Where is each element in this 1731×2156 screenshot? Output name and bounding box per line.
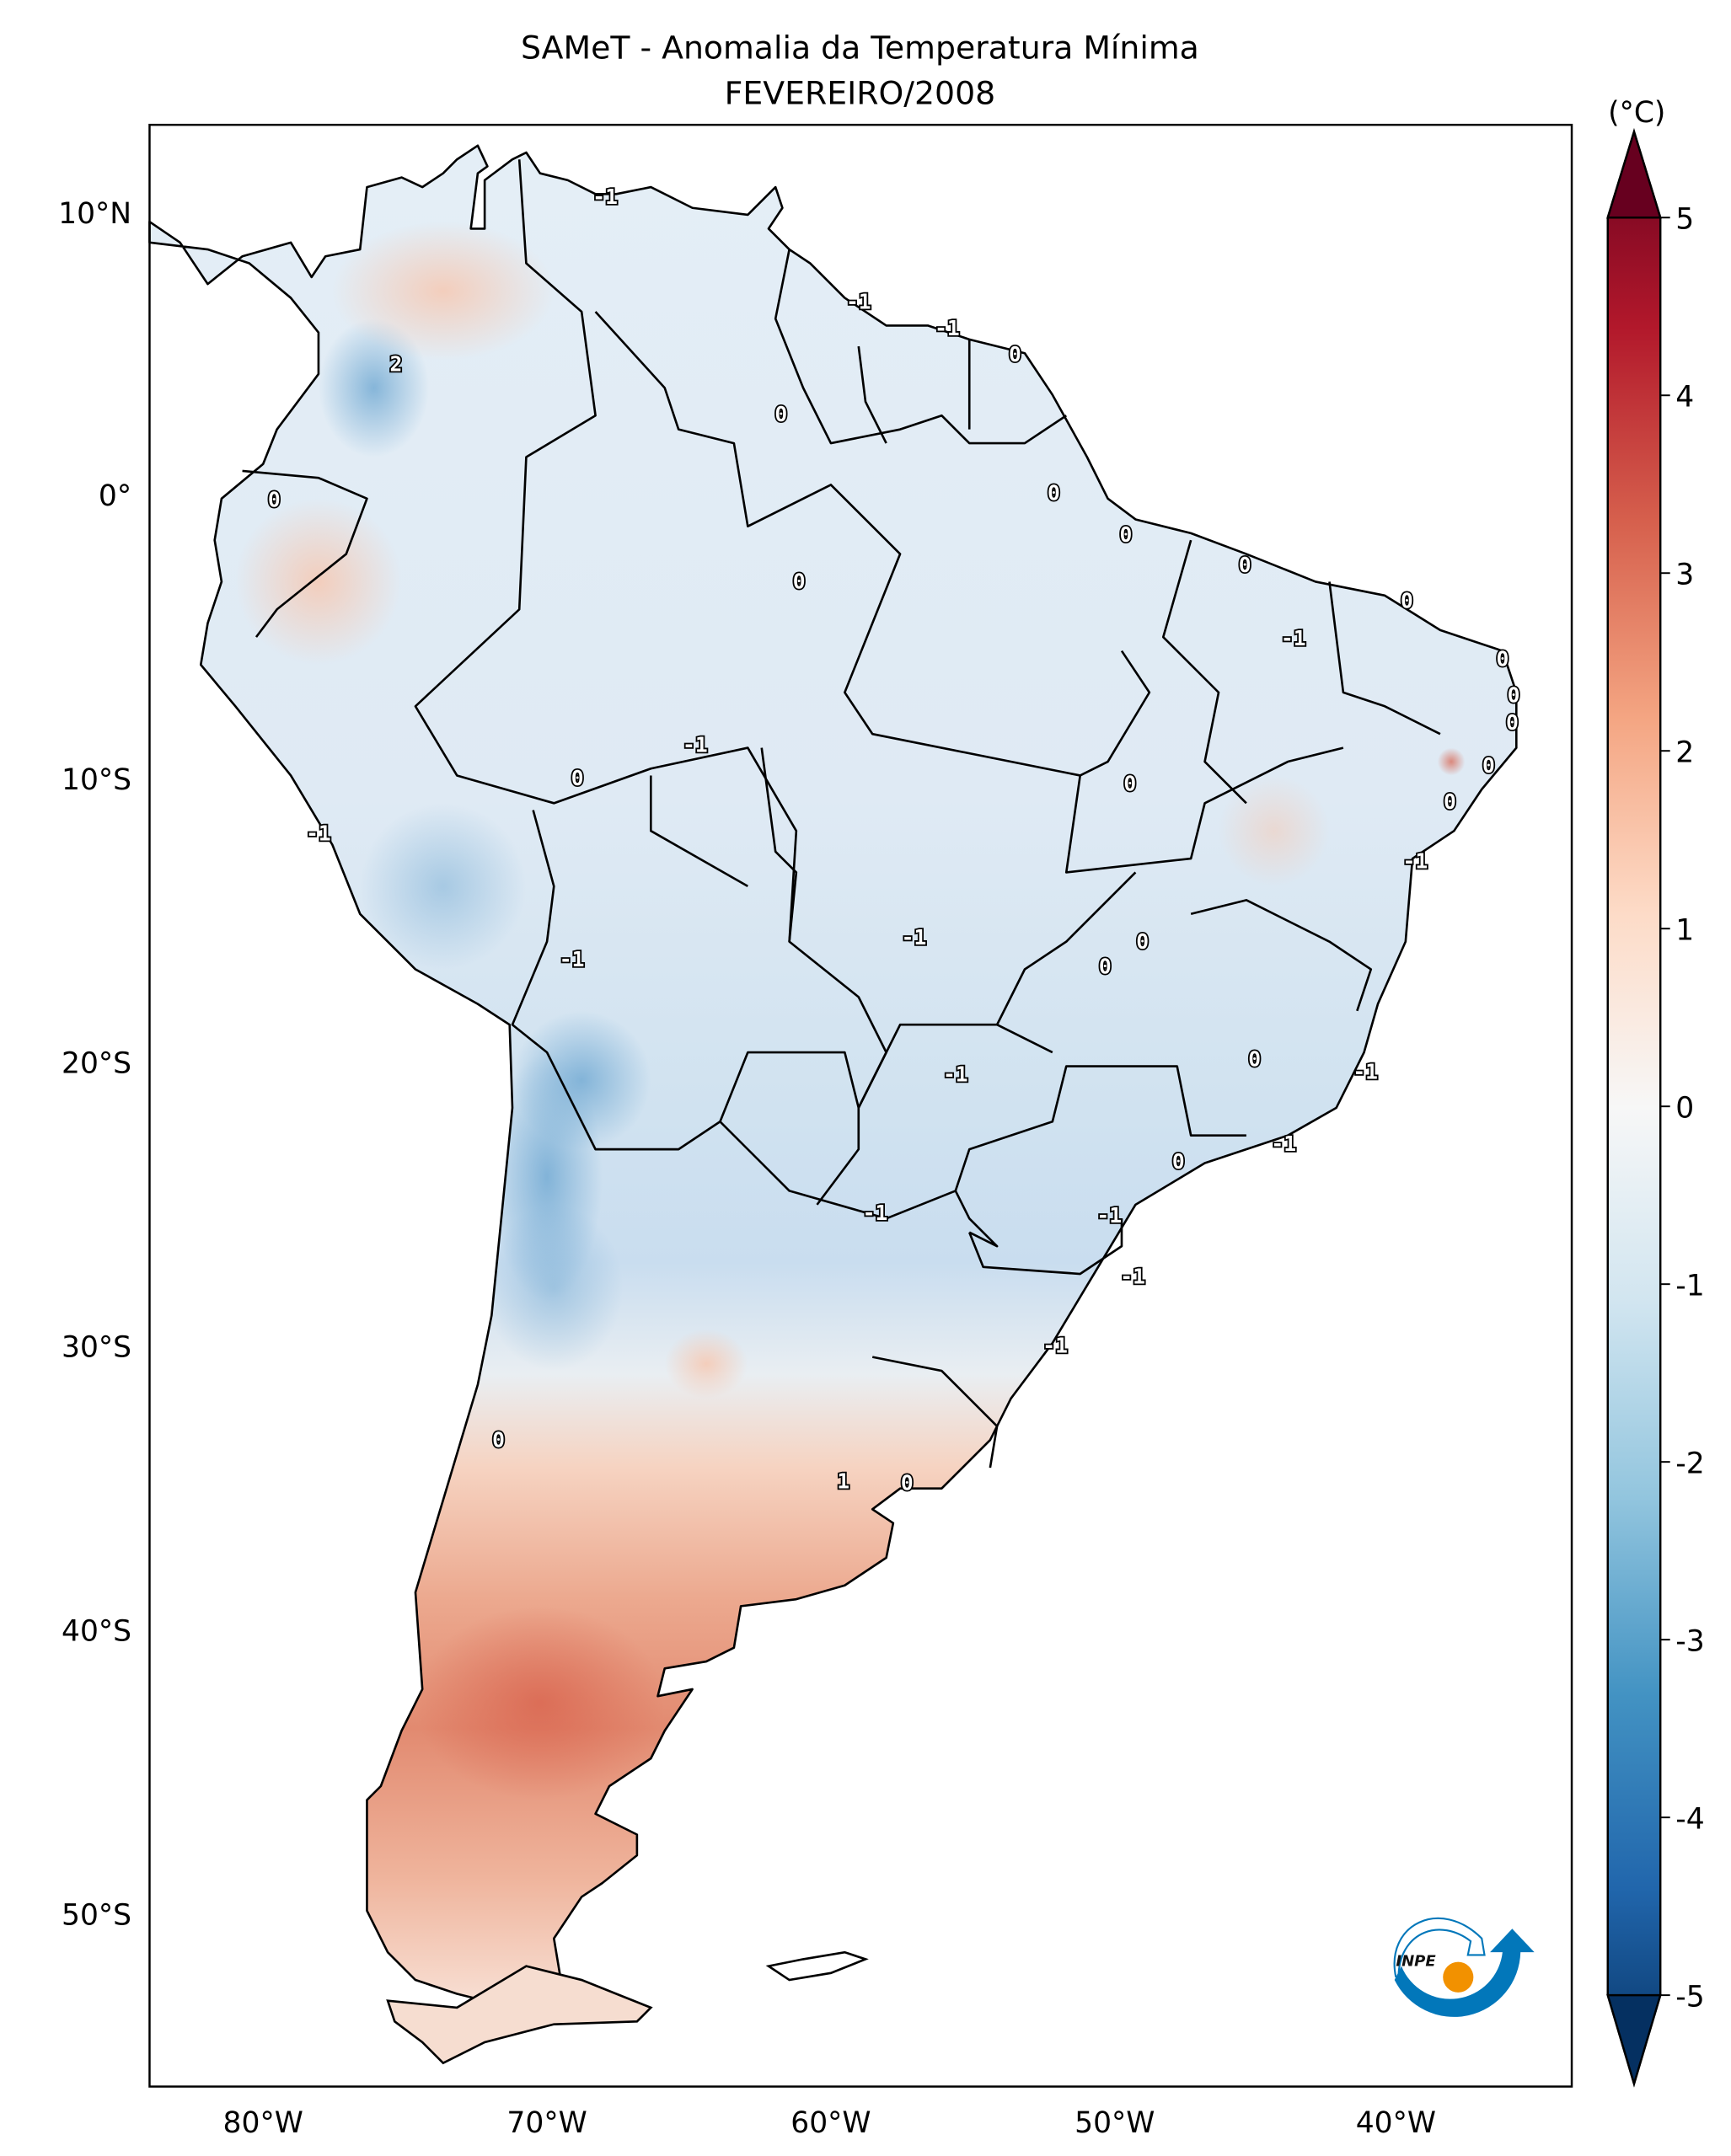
lon-tick-label: 40°W: [1356, 2106, 1436, 2140]
colorbar-tick-label: -2: [1675, 1447, 1704, 1480]
lat-tick-label: 10°S: [62, 763, 131, 797]
contour-label: 0: [1496, 647, 1509, 671]
lat-tick-label: 50°S: [62, 1898, 131, 1932]
contour-label: -1: [902, 925, 927, 950]
contour-label: 2: [390, 352, 403, 377]
contour-label: -1: [935, 316, 960, 340]
contour-label: 0: [1508, 682, 1520, 707]
contour-label: -1: [1353, 1059, 1378, 1083]
south-america-landmass: [148, 144, 1518, 2065]
longitude-axis: 80°W 70°W 60°W 50°W 40°W: [223, 2106, 1436, 2140]
contour-label: -1: [683, 733, 708, 757]
contour-label: 0: [571, 766, 584, 790]
contour-label: -1: [943, 1062, 968, 1087]
lat-tick-label: 30°S: [62, 1331, 131, 1365]
lon-tick-label: 80°W: [223, 2106, 303, 2140]
colorbar-tick-label: -4: [1675, 1802, 1704, 1836]
colorbar-tick-label: 2: [1675, 736, 1694, 769]
contour-label: -1: [1120, 1265, 1145, 1289]
contour-label: -1: [1271, 1131, 1296, 1156]
contour-label: 0: [1239, 553, 1251, 577]
contour-label: 0: [1048, 480, 1060, 505]
lon-tick-label: 70°W: [506, 2106, 587, 2140]
colorbar-tick-label: -1: [1675, 1269, 1704, 1303]
contour-label: 0: [1009, 342, 1021, 366]
tierra-del-fuego: [386, 1965, 653, 2065]
contour-label: 0: [1248, 1047, 1261, 1072]
contour-label: 0: [774, 402, 787, 426]
latitude-axis: 10°N 0° 10°S 20°S 30°S 40°S 50°S: [58, 197, 131, 1932]
colorbar: (°C) 5 4 3 2 1 0 -1 -2 -3 -4 -5: [1606, 96, 1705, 2088]
contour-label: 0: [1506, 710, 1519, 735]
contour-label: 0: [1123, 772, 1136, 796]
contour-label: 0: [268, 488, 281, 512]
contour-label: 0: [1136, 929, 1149, 954]
lat-tick-label: 0°: [99, 479, 131, 513]
contour-label: 0: [1099, 954, 1112, 978]
contour-label: 0: [1482, 753, 1495, 778]
contour-label: -1: [560, 947, 585, 971]
country-borders: [242, 159, 1441, 1469]
map-title: SAMeT - Anomalia da Temperatura Mínima: [521, 29, 1199, 66]
contour-label: 0: [793, 570, 806, 594]
contour-label: -1: [1403, 849, 1428, 874]
contour-label: 1: [837, 1469, 849, 1494]
colorbar-min-extend: [1606, 1993, 1662, 2088]
lat-tick-label: 40°S: [62, 1614, 131, 1648]
contour-label: 0: [1172, 1149, 1185, 1174]
contour-label: -1: [306, 821, 331, 846]
contour-label: 0: [1444, 789, 1456, 814]
contour-label: -1: [863, 1201, 888, 1225]
colorbar-max-extend: [1606, 128, 1662, 219]
colorbar-unit-label: (°C): [1608, 96, 1665, 130]
contour-label: 0: [492, 1427, 505, 1452]
map-frame: [148, 123, 1573, 2088]
colorbar-tick-label: 1: [1675, 913, 1694, 947]
lon-tick-label: 60°W: [790, 2106, 871, 2140]
lat-tick-label: 10°N: [58, 197, 131, 231]
map-subtitle: FEVEREIRO/2008: [725, 75, 995, 112]
lon-tick-label: 50°W: [1075, 2106, 1155, 2140]
contour-label: -1: [1281, 626, 1306, 650]
contour-label: -1: [846, 290, 871, 314]
inpe-logo: INPE: [1393, 1917, 1535, 2017]
contour-label: 0: [1120, 522, 1133, 547]
contour-label: 0: [1401, 589, 1413, 613]
colorbar-tick-label: 4: [1675, 380, 1694, 414]
colorbar-tick-label: -3: [1675, 1624, 1704, 1658]
contour-label: 0: [901, 1470, 914, 1495]
contour-label: -1: [1042, 1334, 1068, 1358]
colorbar-tick-label: 0: [1675, 1091, 1694, 1125]
contour-label: -1: [1096, 1203, 1122, 1228]
falkland-islands: [765, 1950, 869, 1982]
colorbar-tick-label: 5: [1675, 202, 1694, 236]
colorbar-tick-label: -5: [1675, 1980, 1704, 2014]
lat-tick-label: 20°S: [62, 1047, 131, 1081]
contour-label: -1: [592, 185, 618, 209]
colorbar-tick-label: 3: [1675, 558, 1694, 591]
inpe-logo-text: INPE: [1396, 1953, 1436, 1971]
